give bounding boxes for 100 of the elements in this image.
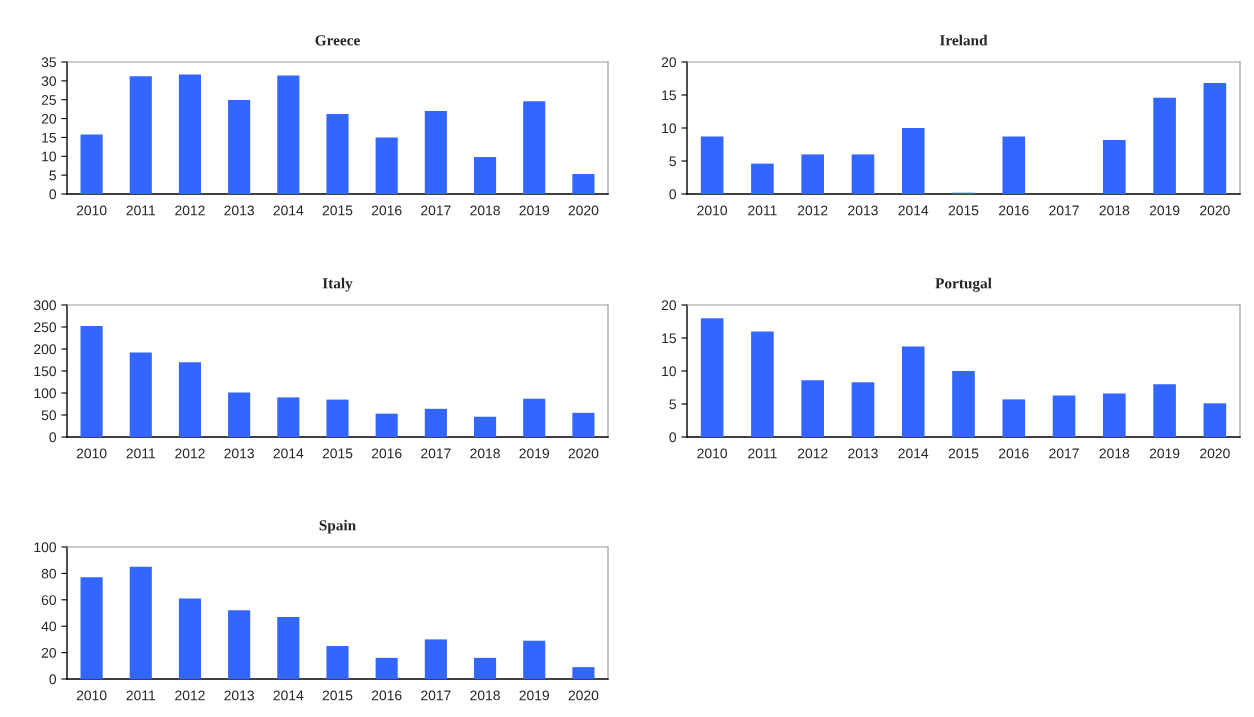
x-tick-label: 2014 (273, 690, 304, 701)
x-tick-label: 2015 (948, 448, 979, 459)
bar (277, 75, 300, 194)
x-tick-label: 2017 (421, 205, 451, 216)
bar (952, 371, 975, 437)
bar (424, 111, 447, 194)
x-tick-label: 2019 (1149, 448, 1180, 459)
x-tick-label: 2020 (568, 448, 599, 459)
x-tick-label: 2011 (126, 448, 156, 459)
x-tick-label: 2013 (224, 690, 254, 701)
x-tick-label: 2017 (421, 690, 451, 701)
bar (326, 399, 349, 437)
bar (277, 616, 300, 679)
y-tick-label: 20 (41, 647, 57, 658)
bar (901, 128, 925, 194)
x-tick-label: 2011 (126, 205, 156, 216)
bar (851, 382, 875, 437)
bar (473, 157, 497, 194)
x-tick-label: 2013 (224, 448, 254, 459)
y-tick-label: 10 (662, 123, 677, 134)
y-tick-label: 0 (669, 189, 677, 200)
y-tick-label: 5 (669, 156, 676, 167)
y-tick-label: 20 (661, 300, 677, 311)
x-tick-label: 2020 (568, 205, 599, 216)
x-tick-label: 2019 (519, 448, 550, 459)
y-tick-label: 0 (49, 189, 57, 200)
y-tick-label: 0 (49, 674, 57, 685)
x-tick-label: 2018 (470, 205, 500, 216)
bar (326, 646, 349, 679)
bar (375, 413, 398, 437)
bar (1153, 384, 1176, 437)
x-tick-label: 2013 (848, 205, 878, 216)
bar (751, 163, 774, 194)
x-tick-label: 2020 (568, 690, 599, 701)
bar (375, 137, 398, 194)
x-tick-label: 2015 (948, 205, 979, 216)
bar (424, 639, 447, 679)
bar (1203, 403, 1227, 437)
y-tick-label: 0 (49, 432, 57, 443)
x-tick-label: 2016 (999, 205, 1029, 216)
bar (277, 397, 300, 437)
y-tick-label: 5 (49, 170, 56, 181)
x-tick-label: 2020 (1200, 205, 1230, 216)
y-tick-label: 50 (41, 410, 57, 421)
y-tick-label: 15 (42, 132, 56, 143)
y-tick-label: 150 (34, 366, 57, 377)
chart-title: Ireland (939, 34, 988, 46)
x-tick-label: 2011 (748, 205, 777, 216)
y-tick-label: 250 (34, 322, 57, 333)
y-tick-label: 100 (34, 542, 57, 553)
x-tick-label: 2012 (175, 448, 205, 459)
y-tick-label: 100 (34, 388, 57, 399)
bar (80, 326, 103, 437)
y-tick-label: 200 (34, 344, 57, 355)
x-tick-label: 2016 (371, 448, 402, 459)
x-tick-label: 2018 (1099, 205, 1130, 216)
x-tick-label: 2013 (848, 448, 878, 459)
bar (572, 412, 595, 437)
x-tick-label: 2010 (76, 205, 107, 216)
x-tick-label: 2012 (797, 448, 828, 459)
y-tick-label: 25 (41, 95, 56, 105)
bar (801, 380, 824, 437)
x-tick-label: 2010 (697, 205, 728, 216)
x-tick-label: 2017 (1049, 448, 1079, 459)
x-tick-label: 2012 (175, 205, 205, 216)
y-tick-label: 40 (41, 621, 57, 632)
bar (523, 101, 546, 194)
bar (572, 667, 595, 679)
x-tick-label: 2016 (999, 448, 1029, 459)
y-tick-label: 20 (41, 113, 57, 124)
x-tick-label: 2020 (1200, 448, 1230, 459)
x-tick-label: 2015 (322, 205, 353, 216)
x-tick-label: 2013 (224, 205, 254, 216)
x-tick-label: 2010 (697, 448, 728, 459)
bar (1052, 395, 1076, 437)
bar (228, 392, 251, 437)
x-tick-label: 2019 (1149, 205, 1180, 216)
bar (700, 136, 724, 194)
bar (178, 598, 202, 679)
x-tick-label: 2010 (76, 690, 107, 701)
x-tick-label: 2018 (470, 448, 500, 459)
bar (751, 331, 774, 437)
y-tick-label: 300 (33, 300, 57, 311)
bar (1153, 97, 1176, 194)
bar (700, 318, 724, 437)
bar (228, 100, 251, 194)
bar (801, 154, 824, 194)
x-tick-label: 2014 (273, 448, 304, 459)
x-tick-label: 2016 (371, 205, 402, 216)
y-tick-label: 60 (41, 595, 57, 605)
chart-title: Italy (322, 277, 353, 292)
x-tick-label: 2016 (371, 690, 402, 701)
bar (473, 657, 497, 679)
y-tick-label: 10 (42, 151, 57, 162)
chart-title: Greece (315, 35, 360, 46)
bar (851, 154, 875, 194)
x-tick-label: 2017 (1049, 205, 1079, 216)
bar (424, 408, 447, 437)
x-tick-label: 2012 (175, 690, 205, 701)
x-tick-label: 2010 (76, 448, 107, 459)
